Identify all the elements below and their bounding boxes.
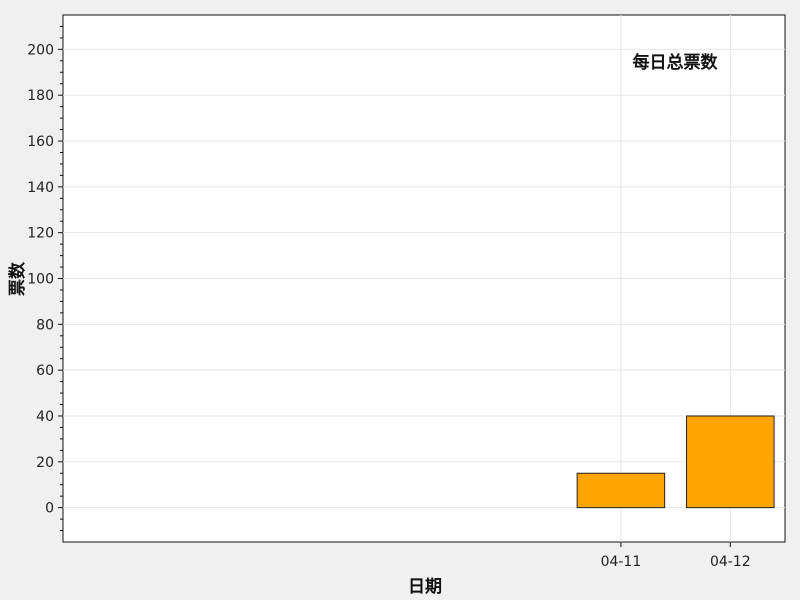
bar-04-11 [576,472,666,509]
y-tick-label: 20 [36,455,54,471]
y-axis: 0 20 40 60 80 100 120 140 160 180 200 [27,25,63,532]
y-tick-label: 0 [45,501,54,517]
y-tick-label: 160 [27,134,54,150]
y-axis-title: 票数 [7,261,28,296]
y-tick-label: 80 [36,317,54,333]
y-tick-label: 60 [36,363,54,379]
y-tick-label: 180 [27,88,54,104]
chart-title: 每日总票数 [633,52,719,73]
x-axis: 04-11 04-12 [601,542,751,570]
y-tick-label: 120 [27,226,54,242]
x-axis-title: 日期 [408,577,442,597]
y-tick-label: 40 [36,409,54,425]
bars [576,415,775,509]
bar-04-12 [686,415,775,509]
x-tick-label: 04-11 [601,554,642,570]
x-tick-label: 04-12 [710,554,751,570]
y-tick-label: 200 [27,42,54,58]
y-tick-label: 140 [27,180,54,196]
y-tick-label: 100 [27,272,54,288]
